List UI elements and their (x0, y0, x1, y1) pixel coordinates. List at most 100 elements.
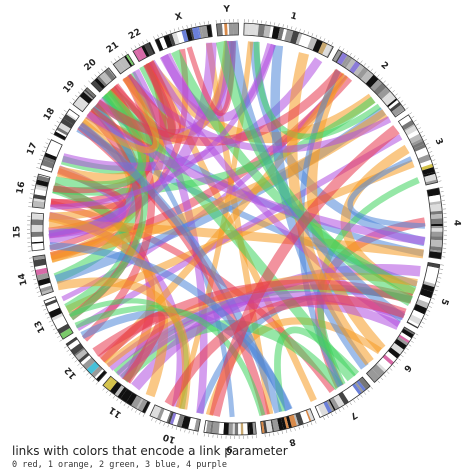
band (33, 258, 47, 267)
tick (59, 339, 63, 342)
tick (430, 155, 434, 157)
band (260, 421, 265, 434)
chromosome-label: 14 (17, 272, 30, 286)
band (398, 114, 412, 127)
tick (349, 52, 352, 56)
band (70, 343, 84, 356)
tick (173, 28, 176, 32)
tick (69, 353, 72, 356)
band (185, 28, 193, 42)
tick (155, 419, 157, 423)
band (398, 334, 410, 344)
tick (45, 142, 49, 145)
tick (54, 124, 58, 127)
band (54, 319, 68, 330)
band (412, 140, 425, 149)
tick (97, 71, 101, 75)
tick (389, 86, 392, 90)
tick (386, 83, 389, 87)
tick (105, 390, 109, 394)
band (205, 420, 212, 434)
band (37, 175, 50, 183)
tick (342, 406, 345, 410)
chromosome-label: 18 (42, 107, 57, 123)
tick (395, 361, 399, 365)
band (141, 45, 150, 58)
tick (74, 360, 78, 363)
chromosome-outline (331, 49, 406, 118)
tick (392, 90, 395, 93)
tick (427, 310, 431, 312)
band (39, 282, 52, 289)
tick (48, 320, 52, 323)
chromosome-outline (53, 108, 80, 141)
band (265, 420, 273, 433)
band (373, 82, 387, 96)
band (413, 143, 427, 152)
tick (419, 325, 423, 328)
band (232, 422, 235, 435)
band (426, 266, 440, 275)
tick (57, 335, 60, 338)
link (215, 40, 414, 306)
tick (153, 36, 155, 40)
tick (418, 127, 422, 130)
band (419, 288, 434, 299)
tick (31, 270, 35, 272)
tick (127, 405, 130, 409)
band (136, 398, 144, 410)
band (31, 224, 44, 232)
band (408, 314, 422, 325)
band (74, 347, 85, 357)
tick (370, 386, 373, 390)
tick (331, 42, 334, 46)
tick (180, 428, 182, 432)
tick (167, 424, 169, 428)
band (382, 354, 395, 366)
band (189, 27, 195, 41)
tick (184, 429, 186, 433)
band (283, 416, 290, 429)
tick (134, 409, 137, 413)
band (430, 210, 443, 215)
band (424, 272, 438, 281)
chromosome-label: 20 (83, 57, 99, 73)
chromosome-label: 16 (15, 181, 27, 195)
tick (161, 32, 163, 36)
band (72, 99, 87, 112)
tick (47, 138, 51, 141)
tick (386, 371, 390, 374)
link (171, 49, 417, 296)
band (315, 405, 323, 418)
tick (323, 416, 325, 420)
tick (415, 333, 419, 336)
tick (50, 324, 54, 327)
band (429, 249, 442, 253)
band (399, 331, 412, 342)
chromosome-label: 15 (12, 226, 22, 239)
band (144, 42, 154, 56)
band (430, 228, 443, 232)
band (281, 28, 288, 41)
tick (373, 71, 377, 75)
tick (389, 368, 393, 371)
tick (285, 430, 288, 434)
tick (356, 397, 360, 401)
band (396, 336, 409, 346)
band (407, 129, 420, 140)
tick (43, 308, 47, 311)
chromosome-outline (215, 22, 239, 37)
tick (163, 422, 165, 426)
band (329, 397, 340, 410)
tick (142, 41, 145, 45)
band (415, 149, 429, 159)
band (166, 411, 172, 423)
tick (323, 38, 326, 42)
tick (410, 340, 414, 343)
tick (422, 135, 426, 137)
band (35, 179, 49, 187)
band (248, 422, 254, 435)
tick (178, 27, 180, 31)
band (32, 200, 45, 209)
tick (188, 430, 190, 434)
